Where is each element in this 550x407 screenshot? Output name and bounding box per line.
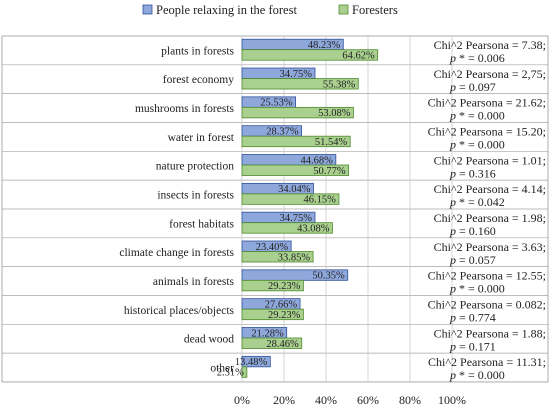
data-label-relaxing: 44.68%	[300, 155, 333, 166]
legend-swatch	[142, 4, 153, 15]
p-value-text: p * = 0.000	[449, 109, 505, 123]
chi-square-text: Chi^2 Pearsona = 2,75;	[434, 67, 546, 81]
data-label-relaxing: 13.48%	[235, 357, 268, 368]
data-label-foresters: 28.46%	[266, 339, 299, 350]
data-label-foresters: 53.08%	[318, 108, 351, 119]
category-label: plants in forests	[161, 45, 234, 57]
category-label: forest habitats	[169, 218, 234, 230]
data-label-foresters: 46.15%	[304, 195, 337, 206]
x-tick-label: 0%	[234, 393, 250, 407]
p-value-text: p * = 0.000	[449, 368, 505, 382]
p-value-text: p = 0.160	[449, 224, 496, 238]
data-label-foresters: 2.31%	[217, 368, 244, 379]
bar-foresters	[241, 222, 333, 234]
legend-swatch	[338, 4, 349, 15]
data-label-relaxing: 50.35%	[312, 271, 345, 282]
chi-square-text: Chi^2 Pearsona = 12.55;	[428, 269, 546, 283]
p-value-text: p * = 0.042	[449, 195, 505, 209]
p-value-text: p = 0.097	[449, 80, 496, 94]
data-label-foresters: 55.38%	[323, 79, 356, 90]
bar-foresters	[241, 49, 379, 61]
chi-square-text: Chi^2 Pearsona = 21.62;	[428, 96, 546, 110]
bar-foresters	[241, 78, 359, 90]
chi-square-text: Chi^2 Pearsona = 15.20;	[428, 124, 546, 138]
data-label-foresters: 29.23%	[268, 281, 301, 292]
chi-square-text: Chi^2 Pearsona = 1.01;	[434, 153, 546, 167]
x-tick-label: 100%	[438, 393, 466, 407]
x-tick-label: 40%	[315, 393, 337, 407]
chi-square-text: Chi^2 Pearsona = 1.98;	[434, 211, 546, 225]
data-label-relaxing: 21.28%	[251, 328, 284, 339]
chi-square-text: Chi^2 Pearsona = 4.14;	[434, 182, 546, 196]
chi-square-text: Chi^2 Pearsona = 7.38;	[434, 38, 546, 52]
bar-foresters	[241, 251, 314, 263]
data-label-foresters: 51.54%	[315, 137, 348, 148]
data-label-relaxing: 34.04%	[278, 184, 311, 195]
x-tick-label: 80%	[399, 393, 421, 407]
bar-foresters	[241, 106, 354, 119]
bar-foresters	[241, 337, 303, 349]
bar-relaxing	[241, 355, 271, 368]
x-tick-label: 60%	[357, 393, 379, 407]
category-label: other	[210, 363, 234, 375]
data-label-relaxing: 25.53%	[260, 98, 293, 109]
legend-label: People relaxing in the forest	[156, 3, 297, 17]
data-label-relaxing: 27.66%	[265, 299, 298, 310]
bar-foresters	[241, 279, 304, 292]
p-value-text: p * = 0.000	[449, 137, 505, 151]
category-label: nature protection	[156, 161, 234, 173]
data-label-foresters: 50.77%	[313, 166, 346, 177]
bar-foresters	[241, 135, 351, 148]
chi-square-text: Chi^2 Pearsona = 11.31;	[428, 355, 546, 369]
data-label-foresters: 33.85%	[278, 252, 311, 263]
data-label-relaxing: 48.23%	[308, 40, 341, 51]
p-value-text: p = 0.774	[449, 310, 496, 324]
category-label: forest economy	[163, 74, 234, 86]
category-label: dead wood	[184, 334, 234, 346]
x-tick-label: 20%	[273, 393, 295, 407]
bar-foresters	[241, 366, 248, 378]
data-label-foresters: 64.62%	[342, 51, 375, 62]
data-label-relaxing: 28.37%	[266, 126, 299, 137]
bar-foresters	[241, 308, 304, 321]
category-label: animals in forests	[153, 276, 235, 288]
data-label-relaxing: 34.75%	[280, 213, 313, 224]
category-label: water in forest	[168, 132, 235, 144]
data-label-foresters: 29.23%	[268, 310, 301, 321]
p-value-text: p = 0.316	[449, 166, 496, 180]
chi-square-text: Chi^2 Pearsona = 1.88;	[434, 326, 546, 340]
data-label-foresters: 43.08%	[297, 223, 330, 234]
p-value-text: p = 0.171	[449, 339, 496, 353]
bar-foresters	[241, 164, 350, 176]
p-value-text: p * = 0.006	[449, 51, 505, 65]
category-label: insects in forests	[157, 190, 234, 202]
chi-square-text: Chi^2 Pearsona = 3.63;	[434, 240, 546, 254]
legend-label: Foresters	[352, 3, 398, 17]
category-label: mushrooms in forests	[135, 103, 235, 115]
category-label: climate change in forests	[119, 247, 234, 259]
chi-square-text: Chi^2 Pearsona = 0.082;	[428, 297, 546, 311]
data-label-relaxing: 34.75%	[280, 69, 313, 80]
p-value-text: p * = 0.000	[449, 282, 505, 296]
category-label: historical places/objects	[124, 305, 235, 317]
p-value-text: p = 0.057	[449, 253, 496, 267]
bar-foresters	[241, 193, 340, 205]
data-label-relaxing: 23.40%	[256, 242, 289, 253]
